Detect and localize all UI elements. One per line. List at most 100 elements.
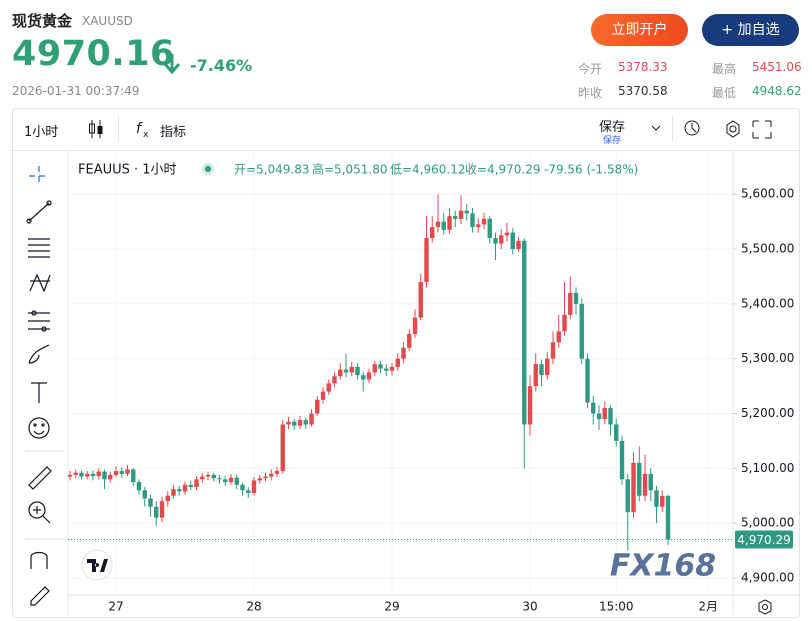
x-tick-label: 2月 [698,600,718,614]
candle-body [522,240,527,425]
candle-body [297,420,303,426]
divider [118,116,119,142]
candle-body [292,421,297,426]
candle-body [533,364,538,387]
change: -7.46% [190,56,253,75]
candle-body [326,383,331,392]
candle-body [579,303,584,359]
x-tick-label: 27 [108,600,123,614]
settings-icon[interactable] [758,599,772,615]
candle-body [573,292,579,304]
stat-value: 5451.06 [752,60,802,74]
candle-body [315,399,320,414]
candle-body [614,424,619,441]
candle-body [113,471,119,475]
x-tick-label: 28 [246,600,261,614]
candle-body [286,421,291,425]
stat-label: 最低 [712,86,737,100]
stat-label: 最高 [712,62,737,76]
candle-body [654,490,659,507]
candle-body [79,472,84,477]
candle-body [182,484,188,492]
legend-high: 高=5,051.80 [312,162,388,177]
candle-body [516,240,521,250]
candle-body [251,480,257,494]
candle-body [136,482,142,491]
legend-open: 开=5,049.83 [234,163,310,177]
candle-body [85,473,90,477]
candle-body [177,489,182,492]
candle-body [200,476,205,480]
last-price-label: 4,970.29 [737,533,790,547]
candle-body [401,347,406,359]
candle-body [90,473,96,477]
candle-body [642,473,648,496]
candle-body [280,424,285,472]
divider [672,116,673,142]
candle-body [430,227,435,239]
candle-body [102,471,107,480]
svg-text:x: x [143,130,149,140]
candle-body [510,232,515,250]
candle-body [73,472,78,475]
save-subtitle: 保存 [603,136,622,146]
candle-body [493,238,498,244]
candle-body [447,216,452,230]
save-dropdown[interactable] [648,120,664,136]
legend-low: 低=4,960.12 [390,163,466,177]
candle-body [165,495,170,502]
divider [13,150,799,151]
candle-body [412,317,418,335]
candle-body [355,366,360,376]
candle-body [568,292,573,315]
candle-body [269,473,274,477]
y-tick-label: 5,000.00 [741,516,794,530]
candle-body [585,358,590,403]
candle-body [527,386,533,425]
open-account-button[interactable]: 立即开户 [591,14,688,46]
add-watchlist-button[interactable]: + 加自选 [702,14,799,46]
svg-text:f: f [136,121,143,137]
interval-button[interactable]: 1小时 [24,125,59,140]
candle-body [148,498,153,507]
candle-body [142,490,147,499]
candle-body [228,477,234,483]
candle-body [464,210,469,214]
candle-body [159,501,165,518]
candle-body [171,489,176,496]
candle-body [372,364,377,373]
last-price-tag [735,530,793,549]
y-tick-label: 5,100.00 [741,461,794,475]
candle-body [424,238,429,282]
drawing-toolbar[interactable] [13,151,68,615]
candle-body [389,366,395,371]
candle-body [539,364,544,376]
candle-body [154,506,159,518]
x-tick-label: 15:00 [599,600,634,614]
indicators-button[interactable]: 指标 [160,125,187,140]
candle-type-button[interactable] [86,118,106,140]
candle-body [194,479,199,487]
toolbar-icons[interactable] [683,118,773,140]
candle-body [366,372,372,380]
candle-body [660,495,665,507]
candle-body [240,484,245,491]
y-tick-label: 5,400.00 [741,296,794,310]
save-button[interactable]: 保存 [599,120,626,135]
candle-body [550,342,556,359]
candle-body [211,474,216,479]
watermark: FX168 [610,549,716,584]
candle-body [188,484,193,487]
candle-body [223,479,228,483]
stat-label: 昨收 [578,86,603,100]
candle-body [545,358,550,376]
candle-body [96,471,101,477]
legend-change: -79.56 (-1.58%) [544,163,638,177]
candle-body [320,391,326,400]
candle-body [217,478,222,480]
tradingview-logo [81,549,113,581]
y-tick-label: 5,200.00 [741,406,794,420]
grid [68,152,733,595]
